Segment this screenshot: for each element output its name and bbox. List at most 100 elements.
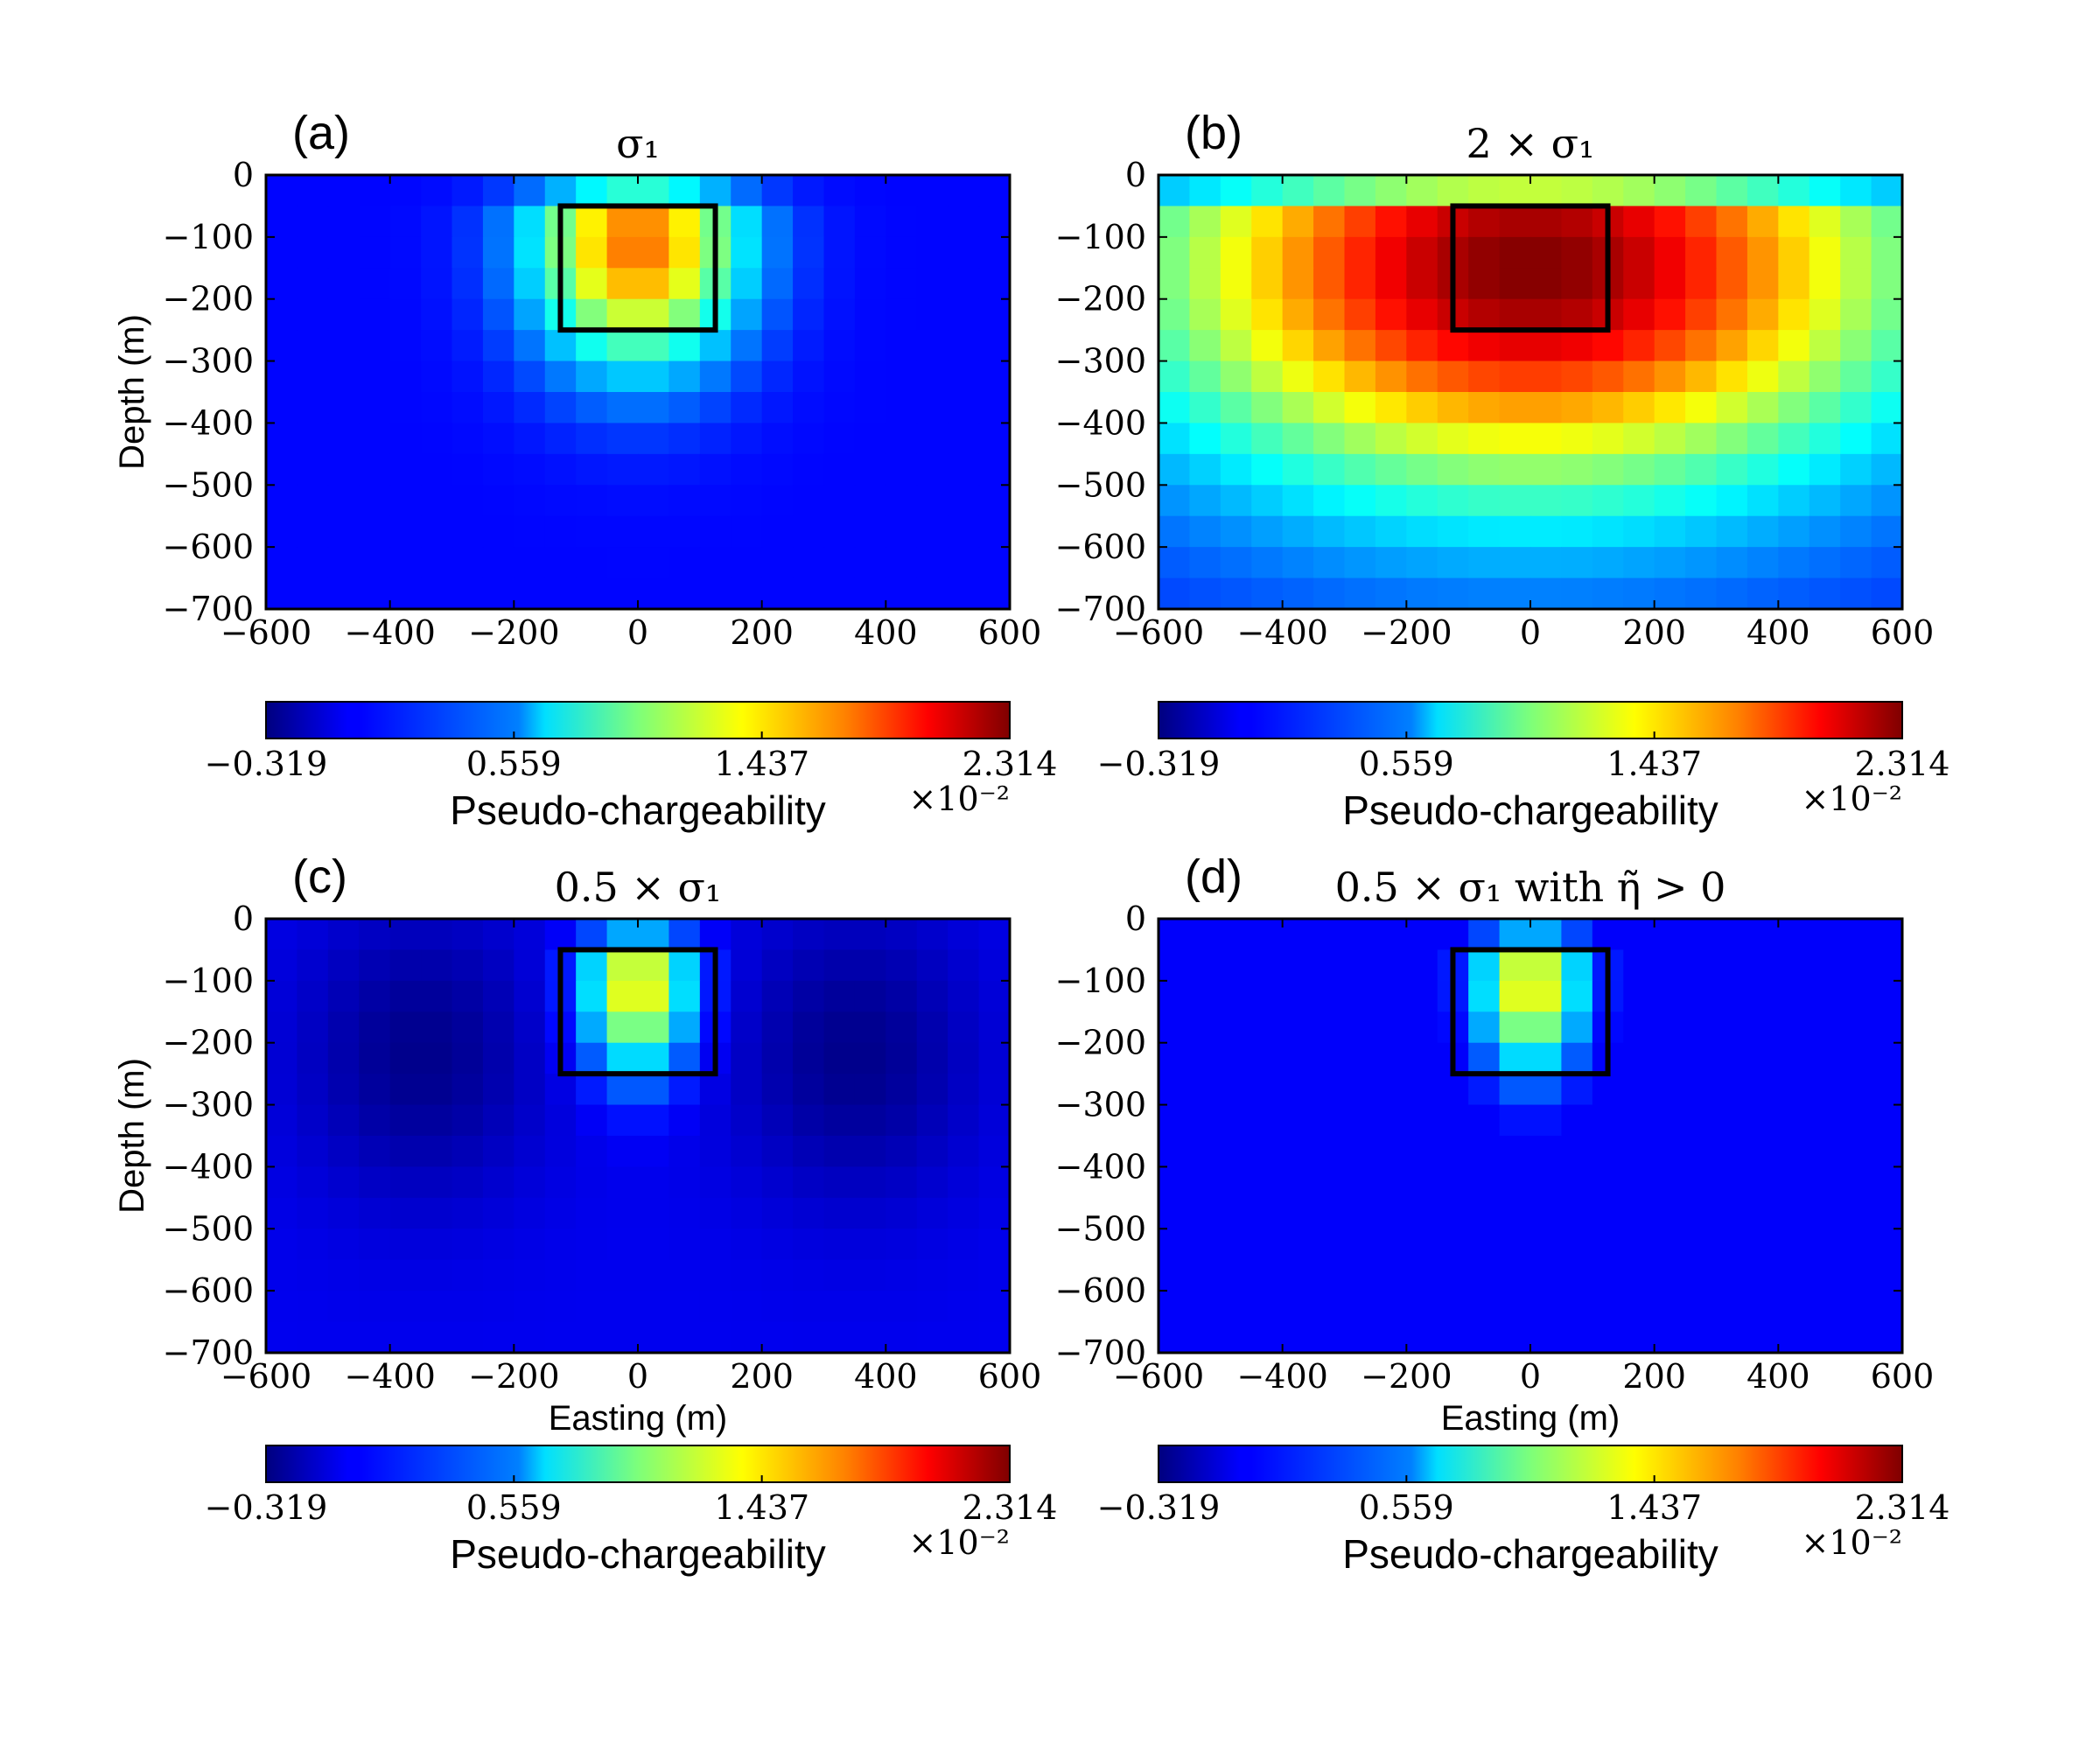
heatmap-cell: [1282, 206, 1314, 238]
heatmap-cell: [1251, 1291, 1284, 1323]
heatmap-cell: [297, 1042, 329, 1074]
heatmap-cell: [266, 1136, 298, 1168]
heatmap-cell: [823, 453, 856, 486]
heatmap-cell: [1499, 453, 1531, 486]
heatmap-cell: [1871, 1166, 1903, 1199]
heatmap-cell: [1375, 1228, 1407, 1261]
x-tick-label: −600: [220, 1357, 312, 1396]
heatmap-cell: [731, 1042, 763, 1074]
heatmap-cell: [699, 1074, 732, 1106]
heatmap-cell: [1716, 1042, 1748, 1074]
heatmap-cell: [1406, 1321, 1438, 1354]
heatmap-cell: [1468, 515, 1501, 548]
heatmap-cell: [1778, 236, 1810, 269]
heatmap-cell: [1375, 298, 1407, 331]
heatmap-cell: [1158, 175, 1191, 207]
heatmap-cell: [359, 1074, 391, 1106]
heatmap-cell: [1220, 578, 1252, 610]
heatmap-cell: [1871, 980, 1903, 1012]
heatmap-cell: [389, 206, 422, 238]
heatmap-cell: [452, 1012, 484, 1044]
x-tick-label: −600: [1113, 1357, 1204, 1396]
heatmap-cell: [1685, 919, 1718, 951]
heatmap-cell: [1158, 423, 1191, 455]
heatmap-cell: [1158, 919, 1191, 951]
heatmap-cell: [1282, 1291, 1314, 1323]
heatmap-cell: [823, 330, 856, 362]
heatmap-cell: [1468, 236, 1501, 269]
heatmap-cell: [297, 392, 329, 424]
heatmap-cell: [978, 298, 1011, 331]
heatmap-cell: [823, 423, 856, 455]
heatmap-cell: [1840, 175, 1872, 207]
heatmap-cell: [1499, 949, 1531, 982]
heatmap-cell: [1468, 485, 1501, 517]
heatmap-cell: [978, 1042, 1011, 1074]
heatmap-cell: [1189, 175, 1222, 207]
heatmap-cell: [1685, 1197, 1718, 1229]
heatmap-cell: [1220, 423, 1252, 455]
heatmap-cell: [389, 360, 422, 393]
heatmap-cell: [1530, 1074, 1563, 1106]
heatmap-cell: [668, 578, 701, 610]
heatmap-cell: [297, 1104, 329, 1137]
heatmap-cell: [576, 547, 608, 579]
heatmap-cell: [1437, 485, 1469, 517]
heatmap-cell: [1623, 1042, 1656, 1074]
heatmap-cell: [761, 1228, 794, 1261]
heatmap-cell: [1746, 1259, 1779, 1292]
heatmap-cell: [327, 360, 360, 393]
heatmap-cell: [1375, 578, 1407, 610]
heatmap-cell: [1592, 453, 1624, 486]
heatmap-cell: [1251, 980, 1284, 1012]
heatmap-cell: [638, 1012, 670, 1044]
heatmap-cell: [1530, 392, 1563, 424]
heatmap-cell: [948, 980, 980, 1012]
heatmap-cell: [1282, 547, 1314, 579]
heatmap-cell: [389, 515, 422, 548]
heatmap-cell: [916, 1166, 948, 1199]
heatmap-cell: [514, 949, 546, 982]
heatmap-cell: [1809, 298, 1841, 331]
heatmap-cell: [1561, 298, 1593, 331]
heatmap-cell: [886, 1259, 918, 1292]
heatmap-cell: [854, 1321, 886, 1354]
heatmap-cell: [266, 547, 298, 579]
heatmap-cell: [1499, 423, 1531, 455]
heatmap-cell: [359, 1104, 391, 1137]
heatmap-cell: [1809, 1012, 1841, 1044]
heatmap-cell: [482, 515, 514, 548]
heatmap-cell: [327, 515, 360, 548]
heatmap-cell: [668, 392, 701, 424]
heatmap-cell: [886, 268, 918, 300]
heatmap-cell: [1530, 1321, 1563, 1354]
heatmap-cell: [1716, 453, 1748, 486]
colorbar-tick-label: 1.437: [1606, 1488, 1702, 1527]
heatmap-cell: [1313, 1291, 1346, 1323]
heatmap-cell: [1437, 919, 1469, 951]
heatmap-cell: [731, 236, 763, 269]
heatmap-cell: [576, 423, 608, 455]
heatmap-cell: [886, 980, 918, 1012]
heatmap-cell: [514, 236, 546, 269]
heatmap-cell: [668, 268, 701, 300]
heatmap-cell: [1654, 1197, 1686, 1229]
heatmap-cell: [948, 1166, 980, 1199]
heatmap-cell: [421, 919, 453, 951]
y-tick-label: −200: [163, 280, 254, 318]
heatmap-cell: [1871, 268, 1903, 300]
heatmap-cell: [668, 1228, 701, 1261]
heatmap-cell: [1344, 949, 1376, 982]
heatmap-cell: [761, 1012, 794, 1044]
heatmap-cell: [916, 1321, 948, 1354]
heatmap-cell: [606, 1166, 639, 1199]
heatmap-cell: [514, 1228, 546, 1261]
heatmap-cell: [1437, 360, 1469, 393]
heatmap-cell: [1375, 1012, 1407, 1044]
heatmap-cell: [1189, 392, 1222, 424]
heatmap-cell: [1158, 980, 1191, 1012]
heatmap-cell: [1716, 1291, 1748, 1323]
heatmap-cell: [1375, 949, 1407, 982]
heatmap-cell: [1468, 1136, 1501, 1168]
heatmap-cell: [1685, 1012, 1718, 1044]
